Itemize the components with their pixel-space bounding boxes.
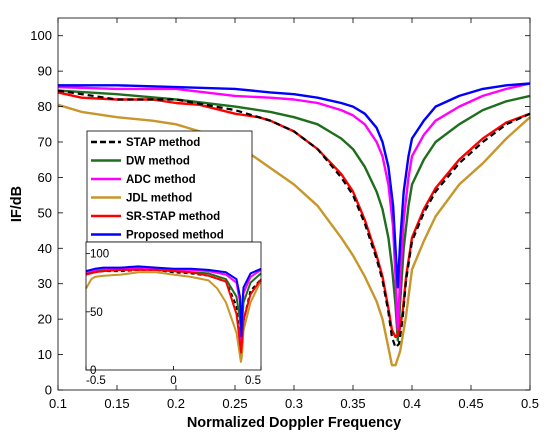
y-tick-label: 100 bbox=[30, 28, 52, 43]
inset-y-tick-label: 50 bbox=[90, 307, 103, 319]
series-line-dw-method bbox=[57, 89, 531, 342]
y-tick-label: 70 bbox=[38, 135, 52, 150]
x-tick-label: 0.5 bbox=[521, 396, 539, 411]
legend-label-proposed-method: Proposed method bbox=[126, 230, 224, 242]
y-tick-label: 30 bbox=[38, 276, 52, 291]
series-line-proposed-method bbox=[58, 82, 531, 289]
y-tick-label: 40 bbox=[38, 241, 52, 256]
inset-x-tick-label: 0 bbox=[170, 375, 176, 387]
inset-series-group bbox=[85, 265, 262, 363]
y-tick-label: 50 bbox=[38, 205, 52, 220]
inset-x-tick-label: -0.5 bbox=[86, 375, 106, 387]
legend-label-adc-method: ADC method bbox=[126, 174, 196, 186]
legend-label-dw-method: DW method bbox=[126, 156, 190, 168]
legend-box bbox=[86, 130, 253, 243]
legend-label-sr-stap-method: SR-STAP method bbox=[126, 211, 220, 223]
inset-plot-area bbox=[86, 242, 261, 370]
x-axis-title: Normalized Doppler Frequency bbox=[187, 415, 401, 431]
x-tick-label: 0.25 bbox=[222, 396, 247, 411]
series-line-stap-method bbox=[57, 89, 531, 349]
series-line-adc-method bbox=[57, 82, 531, 331]
x-tick-label: 0.15 bbox=[104, 396, 129, 411]
series-line-sr-stap-method bbox=[57, 91, 531, 339]
x-tick-label: 0.4 bbox=[403, 396, 421, 411]
y-tick-label: 90 bbox=[38, 64, 52, 79]
main-axes-group: 0.1 0.15 0.2 0.25 0.3 0.35 0.4 0.45 0.5 0 10 20 30 40… bbox=[30, 18, 539, 411]
y-axis-title: IF/dB bbox=[9, 186, 25, 222]
y-tick-label: 0 bbox=[45, 383, 52, 398]
y-tick-label: 60 bbox=[38, 170, 52, 185]
y-tick-label: 80 bbox=[38, 99, 52, 114]
main-series-group bbox=[57, 82, 531, 367]
x-tick-label: 0.3 bbox=[285, 396, 303, 411]
x-tick-label: 0.2 bbox=[167, 396, 185, 411]
inset-x-tick-label: 0.5 bbox=[245, 375, 261, 387]
inset-series-line-proposed-method bbox=[85, 265, 262, 338]
legend-label-jdl-method: JDL method bbox=[126, 193, 192, 205]
x-tick-label: 0.35 bbox=[340, 396, 365, 411]
inset-y-tick-label: 0 bbox=[90, 365, 96, 377]
legend-label-stap-method: STAP method bbox=[126, 137, 200, 149]
series-line-jdl-method bbox=[57, 103, 531, 367]
inset-y-tick-label: 100 bbox=[90, 249, 109, 261]
x-tick-label: 0.45 bbox=[458, 396, 483, 411]
legend: STAP method DW method ADC method JDL method… bbox=[86, 130, 253, 243]
inset-series-line-jdl-method bbox=[85, 271, 262, 363]
x-tick-label: 0.1 bbox=[49, 396, 67, 411]
y-tick-label: 10 bbox=[38, 347, 52, 362]
y-tick-label: 20 bbox=[38, 312, 52, 327]
